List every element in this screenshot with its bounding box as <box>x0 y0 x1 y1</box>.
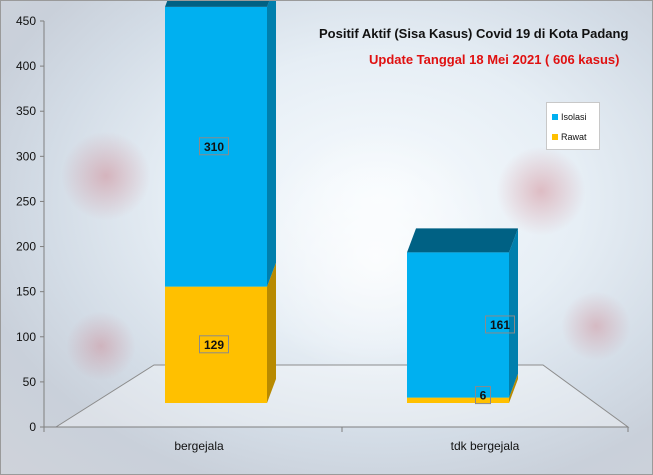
chart-title: Positif Aktif (Sisa Kasus) Covid 19 di K… <box>319 26 628 41</box>
y-tick-label: 350 <box>16 104 36 118</box>
bar-isolasi <box>407 252 509 398</box>
bar-isolasi <box>165 6 267 287</box>
bar-rawat <box>165 286 267 403</box>
legend-label-isolasi: Isolasi <box>561 112 587 122</box>
legend-swatch-isolasi <box>552 114 558 120</box>
data-label-rawat: 6 <box>480 389 487 403</box>
y-tick-label: 50 <box>23 375 37 389</box>
virus-shadow-bottom-left <box>66 311 136 381</box>
legend-item-rawat: Rawat <box>552 132 587 142</box>
y-tick-label: 150 <box>16 285 36 299</box>
y-tick-label: 300 <box>16 149 36 163</box>
bar-side-rawat <box>267 262 276 403</box>
y-tick-label: 0 <box>29 420 36 434</box>
y-tick-label: 450 <box>16 14 36 28</box>
data-label-box <box>199 335 229 354</box>
legend-label-rawat: Rawat <box>561 132 587 142</box>
legend-item-isolasi: Isolasi <box>552 112 587 122</box>
virus-shadow-left <box>61 131 151 221</box>
data-label-rawat: 129 <box>204 338 224 352</box>
bar-top-isolasi <box>165 1 270 7</box>
virus-shadow-bottom-right <box>561 291 631 361</box>
data-label-isolasi: 161 <box>490 318 510 332</box>
data-label-box <box>485 315 515 334</box>
y-tick-label: 250 <box>16 194 36 208</box>
legend: Isolasi Rawat <box>546 102 600 150</box>
x-category-label: tdk bergejala <box>451 439 520 453</box>
data-label-isolasi: 310 <box>204 140 224 154</box>
chart-subtitle: Update Tanggal 18 Mei 2021 ( 606 kasus) <box>369 52 619 67</box>
y-tick-label: 100 <box>16 330 36 344</box>
virus-shadow-right <box>496 146 586 236</box>
bar-side-isolasi <box>509 228 518 398</box>
data-label-box <box>475 386 491 405</box>
chart-floor <box>54 364 630 428</box>
y-tick-label: 400 <box>16 59 36 73</box>
x-category-label: bergejala <box>174 439 224 453</box>
bar-side-isolasi <box>267 1 276 287</box>
y-tick-label: 200 <box>16 240 36 254</box>
bar-top-isolasi <box>407 228 518 253</box>
data-label-box <box>199 137 229 156</box>
bar-side-rawat <box>509 373 518 403</box>
legend-swatch-rawat <box>552 134 558 140</box>
bar-rawat <box>407 397 509 403</box>
